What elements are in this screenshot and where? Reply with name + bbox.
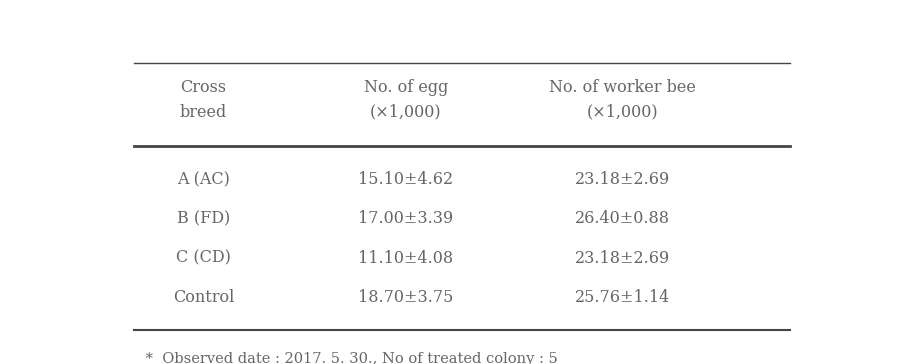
Text: A (AC): A (AC)	[177, 171, 230, 188]
Text: 25.76±1.14: 25.76±1.14	[575, 289, 670, 306]
Text: C (CD): C (CD)	[176, 250, 231, 266]
Text: Control: Control	[173, 289, 234, 306]
Text: B (FD): B (FD)	[177, 210, 230, 228]
Text: 17.00±3.39: 17.00±3.39	[359, 210, 453, 228]
Text: No. of worker bee
(×1,000): No. of worker bee (×1,000)	[549, 79, 696, 120]
Text: 23.18±2.69: 23.18±2.69	[575, 250, 670, 266]
Text: 18.70±3.75: 18.70±3.75	[359, 289, 453, 306]
Text: Cross
breed: Cross breed	[180, 79, 227, 120]
Text: 23.18±2.69: 23.18±2.69	[575, 171, 670, 188]
Text: No. of egg
(×1,000): No. of egg (×1,000)	[364, 79, 448, 120]
Text: 26.40±0.88: 26.40±0.88	[575, 210, 669, 228]
Text: *  Observed date : 2017. 5. 30., No of treated colony : 5: * Observed date : 2017. 5. 30., No of tr…	[141, 352, 558, 364]
Text: 11.10±4.08: 11.10±4.08	[359, 250, 453, 266]
Text: 15.10±4.62: 15.10±4.62	[359, 171, 453, 188]
